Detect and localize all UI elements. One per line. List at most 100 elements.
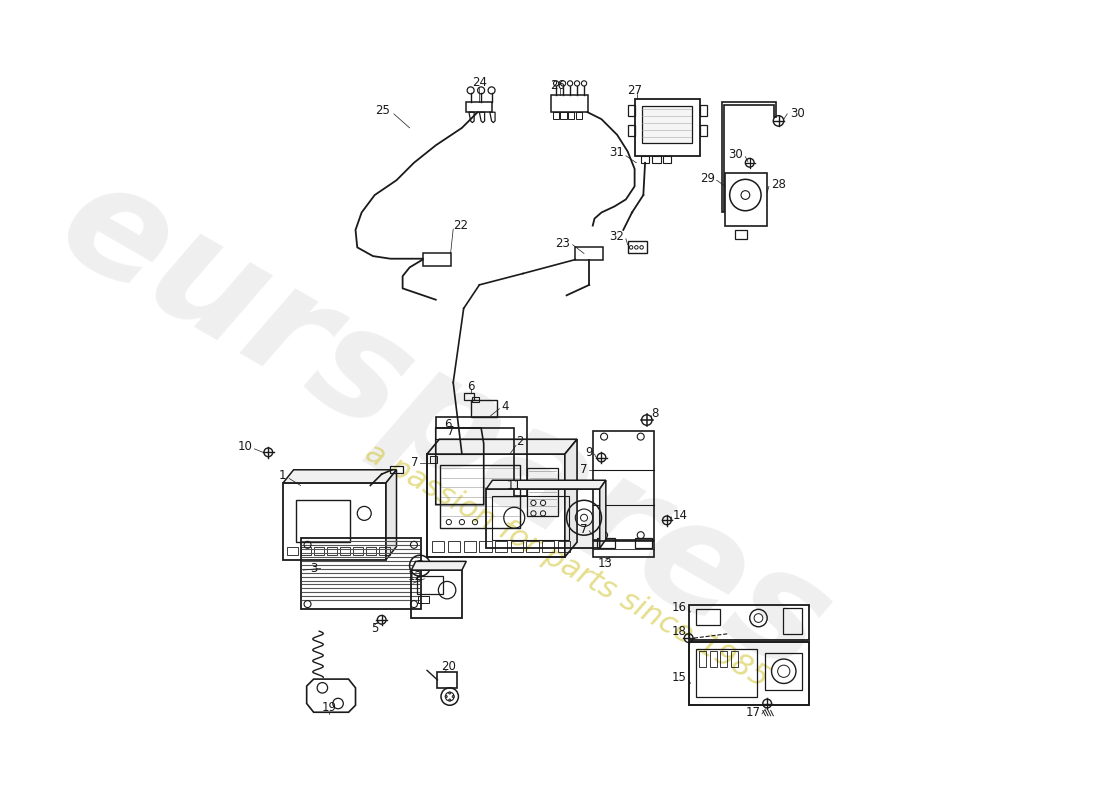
Text: 10: 10 [238, 440, 253, 453]
Text: 25: 25 [375, 104, 390, 117]
Text: 30: 30 [790, 107, 804, 121]
Bar [390, 466, 403, 474]
Bar [510, 542, 522, 552]
Bar [597, 538, 615, 548]
Bar [417, 576, 442, 594]
Text: 19: 19 [322, 701, 337, 714]
Bar [700, 126, 707, 136]
Bar [628, 242, 647, 254]
Bar [700, 106, 707, 116]
Polygon shape [386, 470, 396, 560]
Text: 24: 24 [472, 76, 487, 89]
Bar [430, 456, 437, 462]
Text: 6: 6 [444, 418, 451, 431]
Text: 2: 2 [516, 435, 524, 448]
Bar [283, 483, 386, 560]
Bar [432, 542, 444, 552]
Text: 14: 14 [673, 509, 688, 522]
Bar [635, 538, 652, 548]
Bar [440, 466, 520, 528]
Bar [695, 649, 757, 697]
Bar [689, 605, 808, 640]
Text: 7: 7 [580, 522, 587, 535]
Text: 27: 27 [627, 84, 642, 97]
Bar [493, 496, 569, 539]
Bar [300, 546, 311, 555]
Bar [652, 156, 661, 162]
Bar [486, 489, 600, 548]
Text: 4: 4 [502, 400, 508, 413]
Text: 9: 9 [585, 446, 593, 459]
Text: 3: 3 [310, 562, 318, 575]
Circle shape [452, 695, 454, 698]
Text: 30: 30 [728, 147, 743, 161]
Polygon shape [283, 470, 396, 483]
Text: 5: 5 [371, 622, 378, 635]
Bar [471, 400, 497, 418]
Circle shape [449, 699, 451, 701]
Bar [575, 247, 603, 259]
Bar [640, 156, 649, 162]
Bar [340, 546, 350, 555]
Text: 17: 17 [745, 706, 760, 718]
Bar [593, 542, 653, 557]
Bar [641, 106, 692, 142]
Bar [300, 538, 421, 610]
Bar [472, 397, 480, 402]
Text: 29: 29 [700, 172, 715, 185]
Bar [527, 542, 539, 552]
Bar [695, 610, 721, 625]
Bar [576, 112, 582, 119]
Bar [766, 653, 802, 690]
Text: 20: 20 [441, 660, 456, 674]
Text: 23: 23 [556, 237, 570, 250]
Bar [710, 651, 716, 667]
Polygon shape [564, 439, 578, 557]
Text: 11: 11 [507, 479, 521, 492]
Bar [628, 126, 635, 136]
Bar [542, 542, 554, 552]
Text: 1: 1 [278, 469, 286, 482]
Bar [480, 542, 492, 552]
Bar [551, 94, 587, 112]
Bar [635, 99, 700, 156]
Bar [730, 651, 737, 667]
Bar [700, 651, 706, 667]
Bar [327, 546, 338, 555]
Bar [411, 570, 462, 618]
Bar [353, 546, 363, 555]
Text: 22: 22 [453, 219, 469, 232]
Text: 12: 12 [408, 570, 422, 582]
Text: 7: 7 [410, 456, 418, 470]
Text: 26: 26 [550, 78, 565, 92]
Bar [662, 156, 671, 162]
Bar [783, 607, 802, 634]
Text: 7: 7 [448, 425, 455, 438]
Bar [422, 254, 451, 266]
Bar [418, 596, 429, 603]
Bar [287, 546, 298, 555]
Circle shape [449, 692, 451, 694]
Bar [464, 542, 476, 552]
Bar [448, 542, 460, 552]
Bar [558, 542, 570, 552]
Text: 13: 13 [597, 558, 613, 570]
Circle shape [446, 695, 448, 698]
Text: eurspares: eurspares [34, 146, 855, 706]
Bar [628, 106, 635, 116]
Bar [552, 112, 559, 119]
Bar [495, 542, 507, 552]
Polygon shape [427, 439, 578, 454]
Bar [735, 230, 747, 238]
Bar [569, 112, 574, 119]
Bar [466, 102, 493, 112]
Bar [314, 546, 324, 555]
Text: 31: 31 [609, 146, 624, 159]
Polygon shape [600, 480, 606, 548]
Bar [561, 112, 566, 119]
Bar [720, 651, 727, 667]
Text: 8: 8 [651, 406, 659, 419]
Polygon shape [411, 562, 466, 570]
Text: 16: 16 [672, 601, 686, 614]
Bar [438, 672, 456, 688]
